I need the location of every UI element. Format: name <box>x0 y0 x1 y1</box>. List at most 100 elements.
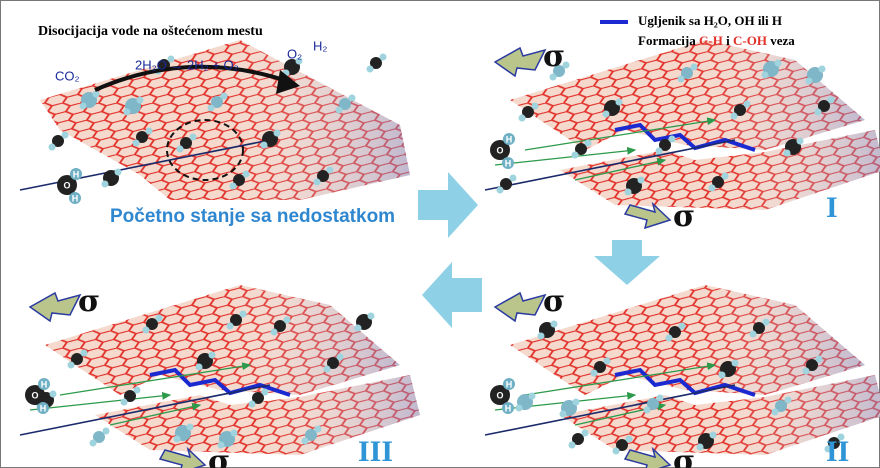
hydrogen-atom <box>69 192 81 204</box>
strain-line <box>19 384 271 436</box>
sigma-label: σ <box>543 284 565 319</box>
stage-label: II <box>826 435 849 468</box>
hydrogen-atom <box>762 318 770 326</box>
hydrogen-atom <box>145 127 153 135</box>
hydrogen-atom <box>326 166 334 174</box>
hydrogen-atom <box>367 312 375 320</box>
hydrogen-atom <box>509 174 517 182</box>
hydrogen-atom <box>314 425 322 433</box>
molecule-atom <box>327 357 339 369</box>
molecule-atom <box>575 143 587 155</box>
hydrogen-atom <box>771 408 779 416</box>
hydrogen-atom <box>217 441 225 449</box>
graphene-panel: OH H <box>19 40 410 204</box>
hydrogen-atom <box>133 386 141 394</box>
hydrogen-atom <box>802 367 810 375</box>
strain-line <box>484 384 736 436</box>
hydrogen-atom <box>655 147 663 155</box>
hydrogen-atom <box>176 145 184 153</box>
bond-arrow <box>524 117 717 151</box>
molecule-atom <box>734 104 746 116</box>
hydrogen-label: H <box>73 169 80 179</box>
hydrogen-atom <box>709 431 717 439</box>
legend-word: Formacija <box>638 33 696 48</box>
hydrogen-atom <box>559 410 567 418</box>
bond-arrow <box>109 402 202 426</box>
stage-label: I <box>826 191 838 224</box>
carbon-edge <box>149 367 291 397</box>
hydrogen-atom <box>61 131 69 139</box>
hydrogen-atom <box>230 429 238 437</box>
hydrogen-atom <box>730 112 738 120</box>
oxygen-label: O <box>496 145 503 155</box>
molecule-atom <box>317 170 329 182</box>
hydrogen-atom <box>818 65 826 73</box>
legend-line2: Formacija C-H i C-OH veza <box>638 33 795 48</box>
hydrogen-label: H <box>506 134 513 144</box>
hydrogen-atom <box>142 326 150 334</box>
hydrogen-atom <box>603 357 611 365</box>
hydrogen-atom <box>195 363 203 371</box>
hydrogen-atom <box>783 149 791 157</box>
hydrogen-atom <box>584 139 592 147</box>
hydrogen-atom <box>743 100 751 108</box>
strain-arrow <box>493 46 547 78</box>
molecule-atom <box>681 67 693 79</box>
hydrogen-atom <box>136 96 144 104</box>
molecule-atom <box>211 96 223 108</box>
strain-arrow <box>623 446 672 468</box>
hydrogen-atom <box>550 320 558 328</box>
strain-arrow <box>28 291 82 323</box>
hydrogen-label: H <box>505 403 512 413</box>
legend-word: veza <box>770 33 795 48</box>
hydrogen-atom <box>761 71 769 79</box>
molecule-atom <box>522 106 534 118</box>
molecule-atom <box>233 174 245 186</box>
molecule-atom <box>52 135 64 147</box>
hydrogen-atom <box>261 388 269 396</box>
molecule-atom <box>339 98 351 110</box>
molecule-atom <box>553 65 565 77</box>
hydrogen-label: H <box>506 379 513 389</box>
sheet-shade <box>40 40 410 200</box>
molecule-atom <box>230 314 242 326</box>
hydrogen-label: H <box>40 403 47 413</box>
hydrogen-atom <box>89 439 97 447</box>
molecule-atom <box>252 392 264 404</box>
molecule-atom <box>616 439 628 451</box>
hydrogen-atom <box>248 400 256 408</box>
hydrogen-atom <box>354 324 362 332</box>
oxygen-label: O <box>496 390 503 400</box>
reaction-arrowhead <box>276 70 300 94</box>
molecule-atom <box>806 359 818 371</box>
hydrogen-atom <box>805 77 813 85</box>
hydrogen-atom <box>37 402 49 414</box>
graphene-panel: OH H <box>19 285 420 468</box>
hydrogen-label: H <box>72 193 79 203</box>
graphene-panel: OH H <box>484 40 880 230</box>
bond-arrow <box>494 146 637 166</box>
molecule-atom <box>828 437 840 449</box>
hydrogen-atom <box>186 423 194 431</box>
hydrogen-atom <box>502 157 514 169</box>
hydrogen-atom <box>696 443 704 451</box>
hydrogen-atom <box>92 90 100 98</box>
molecule-atom <box>305 429 317 441</box>
hydrogen-atom <box>731 359 739 367</box>
hydrogen-atom <box>155 314 163 322</box>
molecule-atom <box>594 361 606 373</box>
hydrogen-atom <box>581 429 589 437</box>
molecule-atom <box>647 398 659 410</box>
hydrogen-atom <box>602 110 610 118</box>
initial-state: Početno stanje sa nedostatkom <box>110 206 395 227</box>
sigma-label: σ <box>673 444 695 468</box>
molecule-atom <box>71 353 83 365</box>
hydrogen-atom <box>624 188 632 196</box>
hydrogen-atom <box>114 168 122 176</box>
molecule-atom <box>572 433 584 445</box>
oxygen-atom <box>490 385 510 405</box>
hydrogen-atom <box>827 96 835 104</box>
molecule-atom <box>146 318 158 330</box>
hydrogen-atom <box>273 129 281 137</box>
